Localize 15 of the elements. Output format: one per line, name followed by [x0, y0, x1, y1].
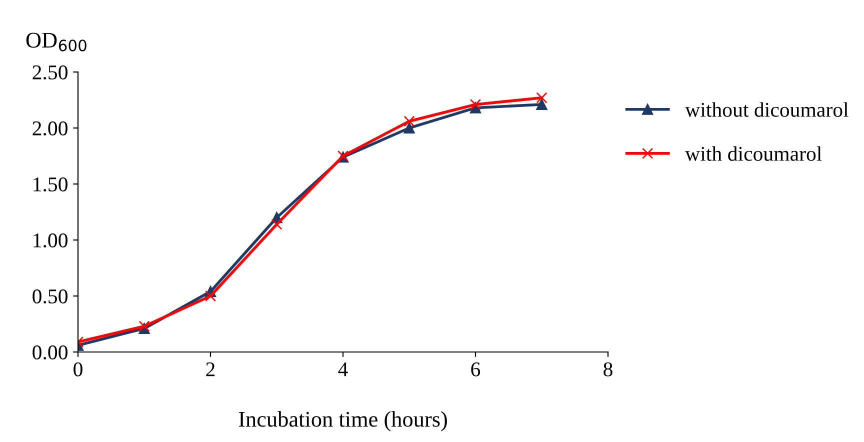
x-tick-label: 4	[338, 362, 348, 376]
x-tick-label: 8	[604, 362, 612, 376]
y-tick-label: 1.00	[34, 233, 68, 248]
legend-label: with dicoumarol	[685, 146, 822, 161]
x-tick-label: 2	[206, 362, 215, 376]
legend-label: without dicoumarol	[685, 102, 848, 117]
y-tick-label: 0.00	[32, 345, 68, 360]
y-axis-title: OD$_{600}$	[26, 32, 86, 52]
y-tick-label: 2.50	[32, 65, 68, 80]
x-tick-label: 6	[471, 362, 480, 376]
x-axis-title: Incubation time (hours)	[238, 411, 447, 432]
x-tick-label: 0	[74, 362, 82, 376]
y-tick-label: 0.50	[32, 289, 68, 304]
y-tick-label: 2.00	[32, 121, 68, 136]
y-tick-label: 1.50	[34, 177, 68, 192]
